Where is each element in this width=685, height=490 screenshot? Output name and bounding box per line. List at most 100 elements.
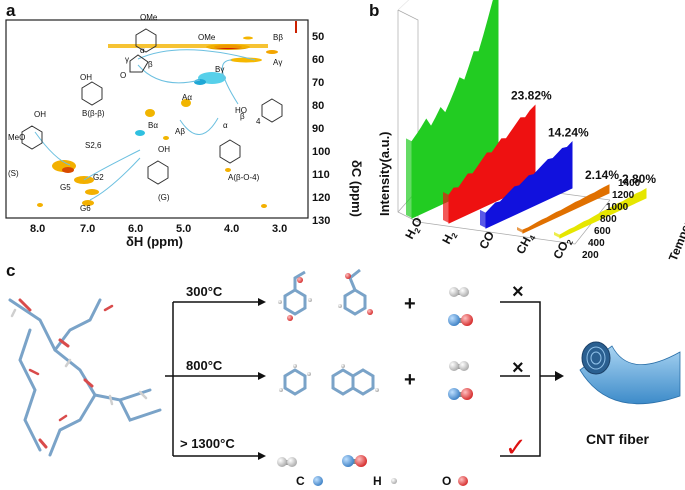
legend-c-symbol: C (296, 474, 305, 488)
series-side-h2 (443, 192, 449, 223)
category-label-0: H2O (402, 215, 427, 242)
legend-o-swatch (458, 476, 468, 486)
y-tick-50: 50 (312, 31, 324, 43)
category-label-4: CO2 (550, 235, 575, 263)
label-g6: G6 (80, 204, 91, 213)
label-b-gamma: Bγ (215, 65, 224, 74)
label-o-b: O (120, 71, 126, 80)
gas-series-group: 57.00%23.82%14.24%2.14%2.80% (406, 0, 656, 239)
x-tick-8: 8.0 (30, 223, 45, 235)
label-g-unit: (G) (158, 193, 170, 202)
label-g5: G5 (60, 183, 71, 192)
label-meo: MeO (8, 133, 25, 142)
series-area-co2 (559, 188, 647, 239)
label-s-unit: (S) (8, 169, 19, 178)
series-area-h2 (448, 104, 536, 224)
label-g2: G2 (93, 173, 104, 182)
cross-300: × (512, 281, 524, 303)
plus-300: + (404, 293, 416, 315)
plus-800: + (404, 369, 416, 391)
x-tick-6: 6.0 (128, 223, 143, 235)
legend-o-symbol: O (442, 474, 451, 488)
h2-co-molecules-300 (448, 287, 473, 326)
label-beta-b: β (148, 60, 153, 69)
percent-label-co2: 2.80% (622, 172, 656, 186)
reaction-branches (165, 301, 555, 457)
legend-c-swatch (313, 476, 323, 486)
h2-co-molecules-800 (448, 361, 473, 400)
series-side-co2 (554, 231, 560, 238)
temp-tick-400: 400 (588, 238, 605, 249)
label-a-beta-o-4: A(β-O-4) (228, 173, 260, 182)
temp-tick-600: 600 (594, 226, 611, 237)
label-ome-b: OMe (140, 13, 158, 22)
label-b-beta-beta: B(β-β) (82, 109, 105, 118)
label-ho-a: HO (235, 106, 247, 115)
panel-b: b 57.00%23.82%14.24%2.14%2.80% Intensity… (369, 0, 685, 263)
x-axis-label: δH (ppm) (126, 234, 183, 249)
series-area-ch4 (522, 184, 610, 234)
temp-tick-1400: 1400 (618, 178, 641, 189)
temp-tick-800: 800 (600, 214, 617, 225)
legend-h-symbol: H (373, 474, 382, 488)
temp-tick-200: 200 (582, 250, 599, 261)
legend-h-swatch (391, 478, 397, 484)
label-oh-g: OH (158, 145, 170, 154)
label-a-beta: Aβ (175, 127, 185, 136)
x-tick-4: 4.0 (224, 223, 239, 235)
y-tick-80: 80 (312, 100, 324, 112)
y-tick-100: 100 (312, 146, 330, 158)
cross-800: × (512, 357, 524, 379)
series-area-h2o (411, 0, 499, 219)
panel-a: a (5, 1, 364, 249)
category-label-3: CH4 (513, 230, 538, 257)
label-b-alpha: Bα (148, 121, 158, 130)
percent-label-ch4: 2.14% (585, 168, 619, 182)
label-alpha-a: α (223, 121, 228, 130)
label-s26: S2,6 (85, 141, 102, 150)
cnt-fiber-illustration (579, 341, 681, 405)
structure-drawings (21, 28, 283, 185)
temp-800: 800°C (186, 358, 223, 373)
intensity-axis-label: Intensity(a.u.) (377, 131, 392, 216)
temp-300: 300°C (186, 284, 223, 299)
arrowheads (258, 298, 564, 460)
y-tick-70: 70 (312, 77, 324, 89)
panel-a-label: a (6, 1, 16, 20)
label-beta-a: β (240, 112, 245, 121)
y-tick-60: 60 (312, 54, 324, 66)
y-tick-90: 90 (312, 123, 324, 135)
series-area-co (485, 141, 573, 229)
percent-label-co: 14.24% (548, 125, 589, 139)
label-b-beta: Bβ (273, 33, 283, 42)
series-side-h2o (406, 138, 412, 218)
y-tick-120: 120 (312, 192, 330, 204)
y-axis-label: δC (ppm) (349, 160, 364, 217)
panel-c: c 300°C (6, 261, 681, 488)
label-a-gamma: Aγ (273, 58, 282, 67)
assignment-curves (34, 49, 256, 201)
product-800-molecules (279, 364, 379, 396)
temp-tick-1000: 1000 (606, 202, 629, 213)
y-tick-110: 110 (312, 169, 330, 181)
cnt-fiber-label: CNT fiber (586, 431, 650, 447)
series-side-co (480, 209, 486, 228)
lignin-molecule (8, 298, 162, 457)
series-side-ch4 (517, 227, 523, 233)
product-1300-molecules (277, 455, 367, 467)
label-gamma-b: γ (125, 55, 129, 64)
hsqc-plot-frame (5, 19, 309, 219)
panel-b-label: b (369, 1, 379, 20)
label-oh-s: OH (34, 110, 46, 119)
atom-legend: C H O (296, 474, 468, 488)
y-tick-130: 130 (312, 215, 330, 227)
temp-tick-1200: 1200 (612, 190, 635, 201)
label-ome-top: OMe (198, 33, 216, 42)
temperature-axis-label: Temperature (°C) (666, 168, 685, 263)
x-tick-3: 3.0 (272, 223, 287, 235)
label-four-a: 4 (256, 117, 261, 126)
label-a-alpha: Aα (182, 93, 192, 102)
panel-c-label: c (6, 261, 15, 280)
category-label-1: H2 (439, 228, 460, 248)
